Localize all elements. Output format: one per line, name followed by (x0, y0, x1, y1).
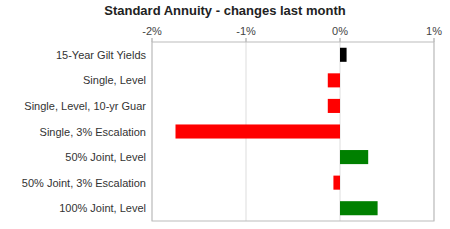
chart: Standard Annuity - changes last month -2%… (0, 0, 450, 229)
bars (176, 48, 378, 215)
grid (152, 42, 434, 221)
chart-title: Standard Annuity - changes last month (104, 3, 346, 18)
category-label: Single, Level (83, 74, 146, 86)
category-label: 50% Joint, 3% Escalation (22, 177, 146, 189)
plot-frame (152, 42, 434, 221)
category-label: 100% Joint, Level (59, 202, 146, 214)
x-tick-label: -2% (142, 25, 162, 37)
tick-mark (340, 38, 341, 42)
category-label: 50% Joint, Level (65, 151, 146, 163)
tick-mark (246, 38, 247, 42)
x-tick-label: -1% (236, 25, 256, 37)
category-label: Single, Level, 10-yr Guar (24, 100, 146, 112)
bar (328, 99, 340, 113)
x-tick-label: 0% (332, 25, 348, 37)
tick-mark (152, 38, 153, 42)
x-tick-label: 1% (426, 25, 442, 37)
bar (333, 176, 340, 190)
tick-mark (434, 38, 435, 42)
bar (340, 48, 347, 62)
category-label: Single, 3% Escalation (40, 126, 146, 138)
bar (328, 73, 340, 87)
category-label: 15-Year Gilt Yields (56, 49, 147, 61)
bar (176, 124, 341, 138)
chart-container: Standard Annuity - changes last month -2%… (0, 0, 450, 229)
bar (340, 150, 368, 164)
bar (340, 201, 378, 215)
